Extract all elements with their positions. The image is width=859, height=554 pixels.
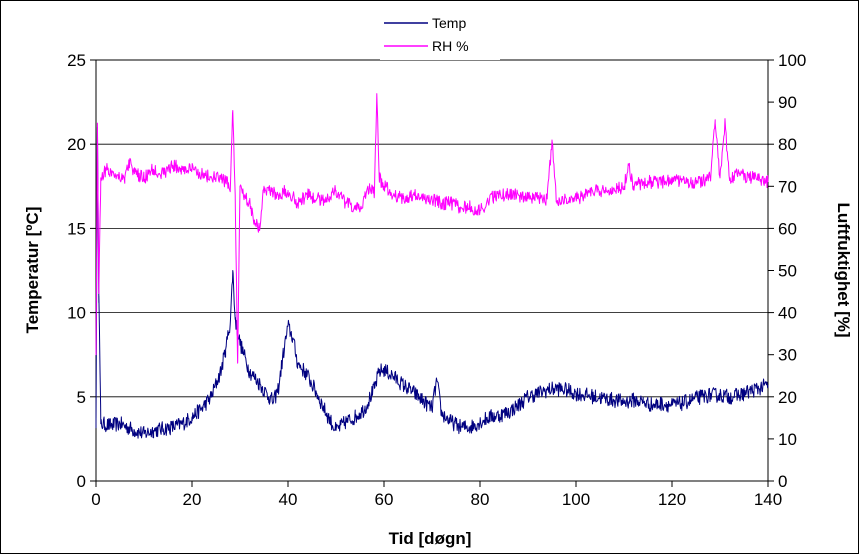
right-tick-label-60: 60: [778, 219, 797, 238]
series-line-temp: [95, 126, 769, 439]
left-tick-label-20: 20: [67, 135, 86, 154]
legend-box: [380, 6, 500, 60]
x-tick-label-140: 140: [754, 490, 782, 509]
x-axis-title: Tid [døgn]: [389, 529, 472, 548]
x-tick-label-40: 40: [279, 490, 298, 509]
right-tick-label-40: 40: [778, 304, 797, 323]
legend-label-temp: Temp: [432, 15, 466, 31]
series-line-rh: [95, 93, 769, 364]
right-tick-label-10: 10: [778, 430, 797, 449]
right-tick-label-0: 0: [778, 472, 787, 491]
legend-label-rh: RH %: [432, 38, 469, 54]
right-tick-label-20: 20: [778, 388, 797, 407]
right-tick-label-90: 90: [778, 93, 797, 112]
x-tick-label-100: 100: [562, 490, 590, 509]
x-tick-label-0: 0: [91, 490, 100, 509]
left-y-axis-title: Temperatur [ºC]: [23, 207, 42, 334]
x-tick-label-20: 20: [183, 490, 202, 509]
x-tick-label-80: 80: [471, 490, 490, 509]
axes: 0 5 10 15 20 25 0 10 20 30 40 50 60 70 80 90 100 0 20 40 60 8…: [67, 51, 806, 509]
legend: Temp RH %: [380, 6, 500, 60]
left-tick-label-15: 15: [67, 219, 86, 238]
left-tick-label-10: 10: [67, 304, 86, 323]
right-tick-label-100: 100: [778, 51, 806, 70]
x-tick-label-60: 60: [375, 490, 394, 509]
right-tick-label-70: 70: [778, 177, 797, 196]
right-y-axis-title: Luftfuktighet [%]: [834, 202, 853, 337]
left-tick-label-25: 25: [67, 51, 86, 70]
right-tick-label-80: 80: [778, 135, 797, 154]
right-tick-label-50: 50: [778, 262, 797, 281]
left-tick-label-0: 0: [77, 472, 86, 491]
x-tick-label-120: 120: [658, 490, 686, 509]
series-layer: [95, 93, 769, 439]
left-tick-label-5: 5: [77, 388, 86, 407]
right-tick-label-30: 30: [778, 346, 797, 365]
